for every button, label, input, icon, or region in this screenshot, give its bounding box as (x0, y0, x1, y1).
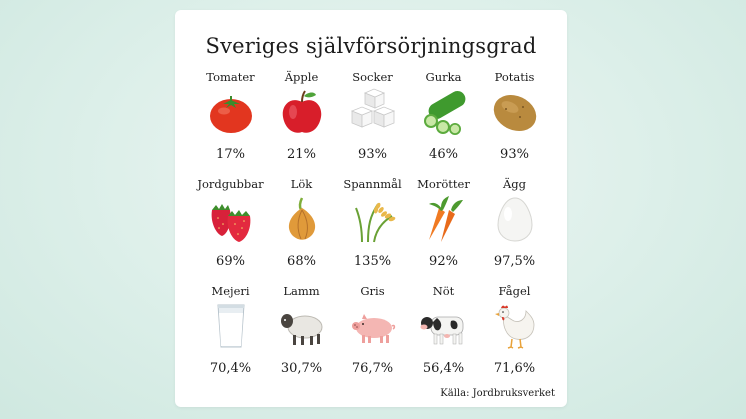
food-label: Jordgubbar (197, 177, 264, 191)
food-item-mejeri: Mejeri 70,4% (195, 284, 266, 391)
egg-icon (490, 194, 540, 244)
strawberry-icon (206, 194, 256, 244)
infographic-title: Sveriges självförsörjningsgrad (205, 34, 537, 58)
food-label: Fågel (498, 284, 531, 298)
food-value: 68% (287, 254, 316, 269)
food-value: 30,7% (280, 361, 323, 376)
food-value: 76,7% (351, 361, 394, 376)
food-value: 135% (353, 254, 392, 269)
onion-icon (277, 194, 327, 244)
food-label: Socker (352, 70, 393, 84)
food-grid: Tomater 17% Äpple 21% Socker (195, 70, 550, 391)
sheep-icon (277, 301, 327, 351)
food-item-socker: Socker 93% (337, 70, 408, 177)
food-label: Gurka (425, 70, 462, 84)
food-item-jordgubbar: Jordgubbar 69% (195, 177, 266, 284)
food-value: 97,5% (493, 254, 536, 269)
sugar-cubes-icon (348, 87, 398, 137)
food-item-potatis: Potatis 93% (479, 70, 550, 177)
food-value: 46% (429, 147, 458, 162)
food-value: 17% (216, 147, 245, 162)
food-label: Lamm (283, 284, 320, 298)
food-item-fagel: Fågel 71,6% (479, 284, 550, 391)
food-value: 71,6% (493, 361, 536, 376)
potato-icon (490, 87, 540, 137)
food-item-spannmal: Spannmål 135% (337, 177, 408, 284)
food-value: 93% (500, 147, 529, 162)
food-label: Äpple (284, 70, 319, 84)
chicken-icon (490, 301, 540, 351)
food-item-lok: Lök 68% (266, 177, 337, 284)
food-label: Mejeri (211, 284, 250, 298)
food-item-gurka: Gurka 46% (408, 70, 479, 177)
food-item-morotter: Morötter 92% (408, 177, 479, 284)
cucumber-icon (419, 87, 469, 137)
food-label: Nöt (432, 284, 455, 298)
food-item-agg: Ägg 97,5% (479, 177, 550, 284)
food-item-lamm: Lamm 30,7% (266, 284, 337, 391)
carrot-icon (419, 194, 469, 244)
food-label: Lök (290, 177, 313, 191)
milk-glass-icon (206, 301, 256, 351)
apple-icon (277, 87, 327, 137)
food-label: Tomater (206, 70, 255, 84)
cow-icon (419, 301, 469, 351)
source-note: Källa: Jordbruksverket (440, 388, 555, 399)
food-value: 93% (358, 147, 387, 162)
food-item-not: Nöt 56,4% (408, 284, 479, 391)
food-value: 56,4% (422, 361, 465, 376)
food-item-gris: Gris 76,7% (337, 284, 408, 391)
food-item-apple: Äpple 21% (266, 70, 337, 177)
food-label: Ägg (502, 177, 527, 191)
food-label: Spannmål (343, 177, 402, 191)
food-value: 69% (216, 254, 245, 269)
food-label: Gris (360, 284, 385, 298)
food-label: Morötter (417, 177, 470, 191)
food-label: Potatis (494, 70, 535, 84)
tomato-icon (206, 87, 256, 137)
infographic-card: Sveriges självförsörjningsgrad Tomater 1… (175, 10, 567, 407)
food-value: 21% (287, 147, 316, 162)
pig-icon (348, 301, 398, 351)
food-value: 70,4% (209, 361, 252, 376)
grain-icon (348, 194, 398, 244)
food-item-tomater: Tomater 17% (195, 70, 266, 177)
food-value: 92% (429, 254, 458, 269)
